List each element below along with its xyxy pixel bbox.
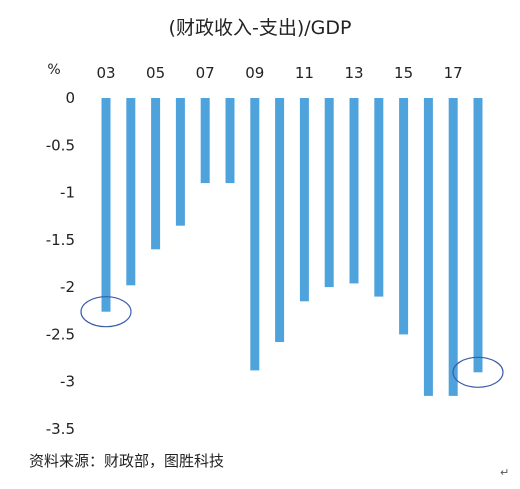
paragraph-mark: ↵ (500, 466, 510, 479)
bar-04 (126, 98, 136, 286)
highlight-circle-18 (452, 356, 504, 388)
y-axis-tick-labels: 0 -0.5 -1 -1.5 -2 -2.5 -3 -3.5 (46, 89, 75, 438)
highlight-circle-03 (80, 296, 132, 328)
bar-chart: (财政收入-支出)/GDP % 03 05 07 09 11 13 15 17 0 -0.5 -1… (46, 17, 504, 438)
y-axis-unit-label: % (47, 62, 60, 78)
source-note: 资料来源：财政部，图胜科技 (29, 452, 225, 470)
chart-title: (财政收入-支出)/GDP (169, 17, 352, 39)
y-tick-label: 0 (65, 89, 75, 107)
x-tick-label: 09 (245, 64, 264, 82)
x-tick-label: 03 (96, 64, 115, 82)
bar-series (101, 98, 483, 396)
bar-07 (200, 98, 210, 184)
bar-06 (175, 98, 185, 226)
highlight-circles (80, 296, 504, 388)
bar-11 (299, 98, 309, 302)
bar-15 (399, 98, 409, 335)
x-tick-label: 13 (344, 64, 363, 82)
x-tick-label: 07 (196, 64, 215, 82)
bar-14 (374, 98, 384, 297)
bar-18 (473, 98, 483, 373)
bar-17 (448, 98, 458, 396)
y-tick-label: -3.5 (46, 420, 75, 438)
y-tick-label: -1.5 (46, 231, 75, 249)
x-tick-label: 17 (444, 64, 463, 82)
bar-03 (101, 98, 111, 312)
x-tick-label: 05 (146, 64, 165, 82)
y-tick-label: -1 (60, 184, 75, 202)
bar-05 (151, 98, 161, 250)
x-axis-tick-labels: 03 05 07 09 11 13 15 17 (96, 64, 462, 82)
x-tick-label: 11 (295, 64, 314, 82)
bar-08 (225, 98, 235, 184)
bar-16 (423, 98, 433, 396)
x-tick-label: 15 (394, 64, 413, 82)
y-tick-label: -2.5 (46, 325, 75, 343)
y-tick-label: -0.5 (46, 136, 75, 154)
bar-12 (324, 98, 334, 288)
bar-09 (250, 98, 260, 371)
y-tick-label: -2 (60, 278, 75, 296)
y-tick-label: -3 (60, 373, 75, 391)
bar-13 (349, 98, 359, 284)
bar-10 (275, 98, 285, 342)
